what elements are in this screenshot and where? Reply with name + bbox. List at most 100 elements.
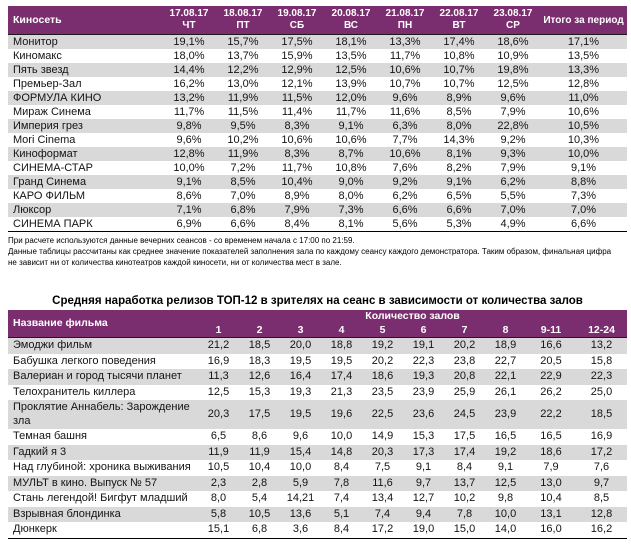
value-cell: 9,0% [338, 176, 364, 188]
value-cell: 7,9% [500, 162, 526, 174]
value-cell: 7,8 [456, 507, 473, 520]
value-cell: 10,6% [281, 134, 313, 146]
weekday-label: ВС [343, 20, 359, 31]
value-cell: 12,8% [173, 148, 205, 160]
cinema-name-cell: КАРО ФИЛЬМ [13, 190, 86, 202]
table-row: Люксор 7,1% 6,8% 7,9% 7,3% 6,6% 6,6% 7,0% 7,0% [8, 203, 627, 217]
value-cell: 8,1% [338, 218, 364, 230]
value-cell: 9,3% [500, 148, 526, 160]
footnote-line-2: Данные таблицы рассчитаны как среднее зн… [8, 247, 612, 267]
value-cell: 21,3 [330, 385, 353, 398]
value-cell: 7,9 [543, 461, 559, 473]
value-cell: 19,3 [289, 385, 312, 398]
value-cell: 13,2% [173, 92, 205, 104]
value-cell: 11,7% [281, 162, 313, 174]
value-cell: 19,0 [412, 523, 435, 535]
value-cell: 5,5% [500, 190, 526, 202]
value-cell: 9,1 [415, 461, 432, 473]
value-cell: 7,0% [500, 204, 526, 216]
table-row: Валериан и город тысячи планет 11,3 12,6 16… [8, 369, 628, 385]
value-cell: 18,3 [248, 354, 271, 367]
value-cell: 10,6% [389, 148, 421, 160]
value-cell: 12,5% [335, 64, 367, 76]
value-cell: 22,3 [590, 370, 613, 382]
value-cell: 7,0% [570, 204, 597, 216]
value-cell: 19,1 [412, 339, 435, 351]
value-cell: 23,6 [412, 407, 435, 420]
film-name-cell: Телохранитель киллера [13, 385, 136, 398]
value-cell: 15,0 [453, 523, 476, 535]
value-cell: 6,6% [230, 218, 256, 230]
value-cell: 13,7 [453, 476, 476, 489]
value-cell: 9,8 [497, 492, 514, 504]
table-row: Mori Cinema 9,6% 10,2% 10,6% 10,6% 7,7% 14,3% 9… [8, 133, 627, 147]
value-cell: 15,3 [412, 430, 435, 442]
weekday-label: ЧТ [182, 20, 196, 31]
value-cell: 18,0% [173, 50, 205, 62]
value-cell: 20,2 [453, 339, 476, 351]
value-cell: 16,2 [590, 523, 613, 535]
value-cell: 19,3 [412, 370, 435, 382]
value-cell: 6,9% [176, 218, 202, 230]
value-cell: 15,8 [590, 354, 613, 367]
value-cell: 20,2 [371, 354, 394, 367]
table1-body: Монитор 19,1% 15,7% 17,5% 18,1% 13,3% 17,4% 18,… [8, 34, 627, 232]
value-cell: 19,5 [289, 354, 312, 367]
value-cell: 8,7% [338, 148, 364, 160]
date-label: 17.08.17 [169, 8, 209, 19]
value-cell: 23,9 [494, 407, 517, 420]
value-cell: 10,4 [248, 461, 271, 473]
value-cell: 9,6% [176, 134, 202, 146]
table1-date-header: 18.08.17 ПТ [216, 6, 270, 35]
value-cell: 19,2 [494, 445, 517, 458]
value-cell: 11,3 [208, 370, 229, 382]
table2-group-header: Количество залов [198, 310, 628, 323]
film-name-cell: Проклятие Аннабель: Зарождение зла [13, 401, 190, 427]
value-cell: 7,1% [176, 204, 202, 216]
value-cell: 8,0% [446, 120, 472, 132]
value-cell: 20,3 [371, 445, 394, 458]
value-cell: 13,6 [289, 507, 312, 520]
value-cell: 22,5 [371, 407, 394, 420]
table2-title: Средняя наработка релизов ТОП-12 в зрите… [52, 295, 583, 307]
value-cell: 13,0% [227, 78, 259, 90]
value-cell: 10,5 [248, 507, 271, 520]
value-cell: 8,4% [284, 218, 310, 230]
cinema-name-cell: Монитор [13, 36, 58, 48]
value-cell: 10,4% [281, 176, 313, 188]
value-cell: 14,9 [371, 430, 394, 442]
film-name-cell: Гадкий я 3 [13, 445, 67, 458]
table2-column-header: 2 [239, 323, 280, 338]
value-cell: 8,5% [446, 106, 472, 118]
film-name-cell: Темная башня [13, 430, 88, 442]
film-name-cell: Эмоджи фильм [13, 339, 93, 351]
value-cell: 8,0 [210, 492, 227, 504]
value-cell: 9,1% [570, 162, 597, 174]
value-cell: 18,5 [590, 407, 613, 420]
film-name-cell: Стань легендой! Бигфут младший [13, 492, 188, 504]
value-cell: 9,7 [593, 476, 610, 489]
value-cell: 13,1 [540, 507, 562, 520]
value-cell: 12,1% [281, 78, 313, 90]
value-cell: 14,8 [330, 445, 353, 458]
value-cell: 8,4 [333, 523, 350, 535]
value-cell: 16,5 [494, 430, 517, 442]
value-cell: 19,5 [330, 354, 353, 367]
value-cell: 10,0% [567, 148, 600, 160]
value-cell: 12,2% [227, 64, 259, 76]
value-cell: 20,5 [540, 354, 562, 367]
value-cell: 10,9% [497, 50, 529, 62]
value-cell: 11,0% [568, 92, 599, 104]
value-cell: 26,1 [494, 385, 517, 398]
value-cell: 8,1% [446, 148, 472, 160]
cinema-name-cell: Мираж Синема [13, 106, 91, 118]
value-cell: 5,1 [333, 507, 350, 520]
value-cell: 18,6 [540, 445, 562, 458]
table1-total-header: Итого за период [540, 6, 627, 35]
cinema-name-cell: СИНЕМА ПАРК [13, 218, 93, 230]
footnote-line-1: При расчете используются данные вечерних… [8, 236, 355, 245]
cinema-name-cell: Mori Cinema [13, 134, 76, 146]
value-cell: 10,6% [389, 64, 421, 76]
value-cell: 9,6% [500, 92, 526, 104]
value-cell: 9,4 [415, 507, 432, 520]
